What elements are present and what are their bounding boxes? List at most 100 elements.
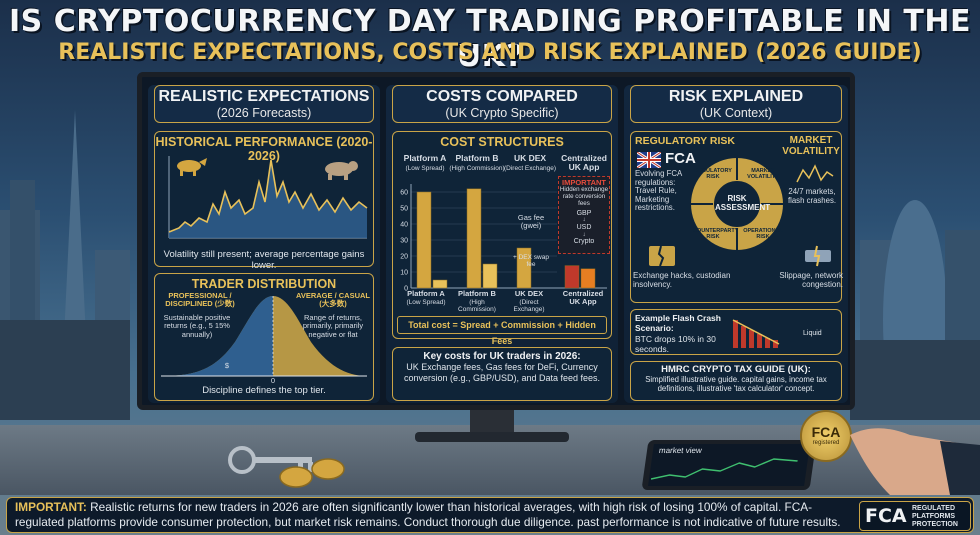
monitor-stand [470, 408, 514, 436]
key-costs-panel: Key costs for UK traders in 2026: UK Exc… [392, 347, 612, 401]
costs-subheading: (UK Crypto Specific) [445, 106, 559, 120]
historical-caption: Volatility still present; average percen… [163, 249, 365, 271]
wheel-operational: OPERATIONAL RISK [743, 228, 783, 240]
fca-coin-sub: registered [812, 440, 840, 446]
conversion-crypto: Crypto [573, 238, 595, 246]
wheel-regulatory: REGULATORY RISK [694, 168, 732, 180]
casual-desc: Range of returns, primarily, primarily n… [302, 313, 364, 339]
tablet-chart [650, 458, 798, 480]
operational-body: Slippage, network congestion. [779, 271, 843, 289]
badge-logo: FCA [865, 505, 907, 527]
bar-platform-a-1 [432, 279, 448, 289]
platform-b-top-note: (High Commission) [449, 165, 505, 172]
conversion-gbp: GBP [576, 209, 592, 217]
broken-vault-icon [649, 245, 675, 267]
city-skyline [0, 110, 980, 420]
page-title: IS CRYPTOCURRENCY DAY TRADING PROFITABLE… [9, 4, 971, 74]
key-costs-title: Key costs for UK traders in 2026: [423, 351, 581, 362]
tax-guide-panel: HMRC CRYPTO TAX GUIDE (UK): Simplified i… [630, 361, 842, 401]
professional-desc: Sustainable positive returns (e.g., 5 15… [163, 313, 231, 339]
bar-centralized-uk-app-1 [580, 268, 596, 289]
crash-bars-icon [732, 319, 780, 348]
centralized-app-bottom: Centralized UK App [562, 289, 604, 307]
uk-dex-top: UK DEX [513, 153, 547, 163]
tax-guide-title: HMRC CRYPTO TAX GUIDE (UK): [661, 364, 811, 375]
y-tick-label: 0 [404, 286, 408, 293]
y-tick-label: 40 [400, 222, 408, 229]
broken-cable-icon [805, 245, 831, 267]
uk-dex-bottom: UK DEX [514, 289, 544, 298]
bar-platform-a-0 [416, 191, 432, 289]
volatility-chart-icon [796, 164, 834, 183]
costs-header: COSTS COMPARED (UK Crypto Specific) [392, 85, 612, 123]
costs-column: COSTS COMPARED (UK Crypto Specific) COST… [386, 85, 618, 403]
dex-swap-label: + DEX swap fee [513, 254, 549, 269]
cost-bar-chart: 0 10 20 30 40 50 60 [400, 184, 607, 293]
important-title: IMPORTANT [561, 178, 607, 187]
disclaimer-text: IMPORTANT: Realistic returns for new tra… [15, 500, 845, 530]
bar-platform-b-1 [482, 263, 498, 289]
risk-heading: RISK EXPLAINED [668, 88, 804, 105]
platform-b-bottom-note: (High Commission) [458, 299, 496, 314]
tablet-label: market view [658, 446, 703, 455]
key-icon [228, 446, 313, 474]
tax-guide-body: Simplified illustrative guide. capital g… [645, 375, 827, 393]
historical-performance-panel: HISTORICAL PERFORMANCE (2020-2026) [154, 131, 374, 271]
flash-crash-panel: Example Flash Crash Scenario: BTC drops … [630, 309, 842, 355]
flash-crash-body: BTC drops 10% in 30 seconds. [635, 334, 716, 354]
important-text: Hidden exchange rate conversion fees [559, 186, 609, 207]
platform-a-bottom: Platform A [407, 289, 445, 298]
expectations-subheading: (2026 Forecasts) [216, 106, 312, 120]
bear-icon [325, 161, 358, 180]
y-tick-label: 10 [400, 270, 408, 277]
expectations-column: REALISTIC EXPECTATIONS (2026 Forecasts) … [148, 85, 380, 403]
market-volatility-body: 24/7 markets, flash crashes. [787, 187, 837, 205]
y-tick-label: 30 [400, 238, 408, 245]
monitor-base [415, 432, 569, 442]
trader-distribution-panel: TRADER DISTRIBUTION PROFESSIONAL / DISCI… [154, 273, 374, 401]
uk-dex-top-note: (Direct Exchange) [503, 165, 557, 172]
cost-structures-title: COST STRUCTURES [440, 135, 564, 149]
risk-assessment-center: RISK ASSESSMENT [715, 194, 771, 212]
fca-coin-label: FCA [811, 424, 841, 440]
monitor-screen: REALISTIC EXPECTATIONS (2026 Forecasts) … [137, 72, 855, 410]
disclaimer-lead: IMPORTANT: [15, 500, 87, 514]
platform-b-top: Platform B [455, 153, 499, 163]
bull-icon [177, 158, 207, 176]
uk-dex-bottom-note: (Direct Exchange) [513, 299, 545, 314]
y-tick-label: 60 [400, 190, 408, 197]
platform-a-bottom-note: (Low Spread) [406, 299, 446, 306]
conversion-arrow-1: ↓ [582, 217, 586, 224]
platform-b-bottom: Platform B [458, 289, 496, 298]
platform-a-top: Platform A [403, 153, 447, 163]
historical-title: HISTORICAL PERFORMANCE (2020-2026) [155, 135, 373, 163]
regulatory-risk-body: Evolving FCA regulations: Travel Rule, M… [635, 169, 682, 213]
risk-wheel [691, 158, 783, 250]
distribution-caption: Discipline defines the top tier. [202, 385, 326, 396]
risk-assessment-panel: REGULATORY RISK MARKET VOLATILITY FCA Ev… [630, 131, 843, 303]
total-cost-formula: Total cost = Spread + Commission + Hidde… [397, 316, 607, 346]
distribution-curve [161, 296, 367, 377]
uk-flag-icon [637, 152, 661, 168]
expectations-header: REALISTIC EXPECTATIONS (2026 Forecasts) [154, 85, 374, 123]
risk-column: RISK EXPLAINED (UK Context) REGULATORY R… [624, 85, 848, 403]
zero-marker: 0 [270, 376, 276, 385]
wheel-volatility: MARKET VOLATILITY [747, 168, 779, 180]
risk-subheading: (UK Context) [699, 106, 773, 120]
market-volatility-title: MARKET VOLATILITY [782, 135, 840, 157]
flash-crash-title: Example Flash Crash Scenario: [635, 313, 721, 333]
badge-text: REGULATED PLATFORMS PROTECTION [912, 505, 958, 528]
disclaimer-footer: IMPORTANT: Realistic returns for new tra… [6, 497, 974, 533]
wheel-counterparty: COUNTERPARTY RISK [693, 228, 739, 240]
regulatory-risk-title: REGULATORY RISK [635, 135, 735, 147]
fca-coin: FCA registered [800, 410, 852, 462]
professional-label: PROFESSIONAL / DISCIPLINED (少数) [165, 291, 235, 309]
gas-fee-label: Gas fee (gwei) [517, 213, 545, 231]
fca-logo: FCA [665, 150, 696, 167]
tablet-device: market view [641, 440, 817, 490]
platform-a-top-note: (Low Spread) [405, 165, 445, 172]
important-callout: IMPORTANT Hidden exchange rate conversio… [558, 176, 610, 254]
counterparty-body: Exchange hacks, custodian insolvency. [633, 271, 731, 289]
gold-coins-icon [279, 458, 345, 488]
key-costs-body: UK Exchange fees, Gas fees for DeFi, Cur… [403, 362, 601, 383]
